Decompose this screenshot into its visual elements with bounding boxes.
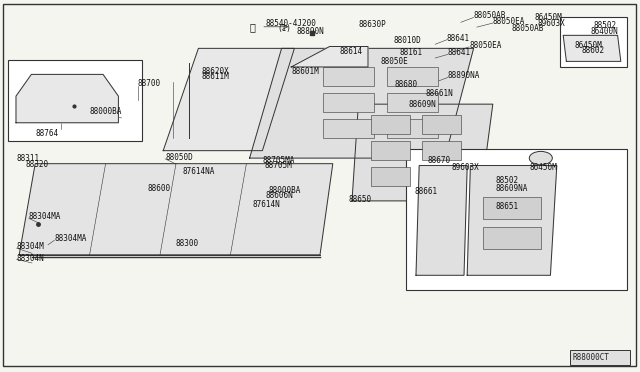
Text: 88601M: 88601M xyxy=(291,67,319,76)
Text: 89603X: 89603X xyxy=(538,19,565,28)
Text: R88000CT: R88000CT xyxy=(573,353,610,362)
Text: 88050E: 88050E xyxy=(381,57,408,66)
Text: 88661N: 88661N xyxy=(426,89,453,98)
Text: 86450M: 86450M xyxy=(575,41,602,50)
Text: 88641: 88641 xyxy=(447,34,470,43)
Bar xyxy=(406,149,627,290)
Text: 88630P: 88630P xyxy=(358,20,386,29)
Bar xyxy=(560,17,627,67)
Text: 88600: 88600 xyxy=(147,184,170,193)
Text: (1): (1) xyxy=(278,24,292,33)
Bar xyxy=(323,67,374,86)
Text: 87614N: 87614N xyxy=(253,201,280,209)
Text: 88304MA: 88304MA xyxy=(54,234,87,243)
Bar xyxy=(323,119,374,138)
Bar xyxy=(483,227,541,249)
Text: 88611M: 88611M xyxy=(202,72,229,81)
Text: 87614NA: 87614NA xyxy=(182,167,215,176)
Text: 86450M: 86450M xyxy=(534,13,562,22)
Text: 88000BA: 88000BA xyxy=(269,186,301,195)
Text: 88502: 88502 xyxy=(594,21,617,30)
Bar xyxy=(570,350,630,365)
Polygon shape xyxy=(467,166,557,275)
Bar xyxy=(387,93,438,112)
Text: 88300: 88300 xyxy=(176,239,199,248)
Text: 88050EA: 88050EA xyxy=(469,41,502,50)
Text: 88609N: 88609N xyxy=(408,100,436,109)
Text: 88050AB: 88050AB xyxy=(474,11,506,20)
Text: 88705M: 88705M xyxy=(264,161,292,170)
Text: Ⓢ: Ⓢ xyxy=(250,22,255,32)
Polygon shape xyxy=(563,35,621,61)
Text: 88705MA: 88705MA xyxy=(262,156,295,165)
Text: 88304M: 88304M xyxy=(17,242,44,251)
Polygon shape xyxy=(250,48,474,158)
Text: 88602: 88602 xyxy=(581,46,604,55)
Bar xyxy=(371,115,410,134)
Circle shape xyxy=(529,151,552,165)
Text: 88000BA: 88000BA xyxy=(90,107,122,116)
Text: 88050EA: 88050EA xyxy=(493,17,525,26)
Polygon shape xyxy=(16,74,118,123)
Bar xyxy=(8,60,142,141)
Text: 88502: 88502 xyxy=(496,176,519,185)
Text: 88670: 88670 xyxy=(428,156,451,165)
Text: 88320: 88320 xyxy=(26,160,49,169)
Text: 88161: 88161 xyxy=(400,48,423,57)
Text: 88050AB: 88050AB xyxy=(512,24,545,33)
Bar xyxy=(387,119,438,138)
Text: 88650: 88650 xyxy=(349,195,372,204)
Bar xyxy=(371,167,410,186)
Text: 86400N: 86400N xyxy=(591,27,618,36)
Text: 88540-4J200: 88540-4J200 xyxy=(266,19,316,28)
Bar xyxy=(323,93,374,112)
Text: 88010D: 88010D xyxy=(394,36,421,45)
Text: 88311: 88311 xyxy=(17,154,40,163)
Bar xyxy=(422,141,461,160)
Text: 88764: 88764 xyxy=(35,129,58,138)
Text: 86450M: 86450M xyxy=(530,163,557,172)
Bar xyxy=(422,115,461,134)
Text: 88890NA: 88890NA xyxy=(448,71,481,80)
Polygon shape xyxy=(291,46,368,67)
Text: 88620X: 88620X xyxy=(202,67,229,76)
Text: 88304MA: 88304MA xyxy=(29,212,61,221)
Text: 88606N: 88606N xyxy=(266,191,293,200)
Bar xyxy=(387,67,438,86)
Polygon shape xyxy=(163,48,294,151)
Text: 88680: 88680 xyxy=(395,80,418,89)
Text: 89603X: 89603X xyxy=(452,163,479,172)
Text: 88651: 88651 xyxy=(496,202,519,211)
Text: 88614: 88614 xyxy=(339,47,362,56)
Bar xyxy=(483,197,541,219)
Text: 88700: 88700 xyxy=(138,79,161,88)
Polygon shape xyxy=(352,104,493,201)
Text: 88641: 88641 xyxy=(448,48,471,57)
Text: 88609NA: 88609NA xyxy=(496,184,529,193)
Text: 88050D: 88050D xyxy=(165,153,193,162)
Polygon shape xyxy=(416,166,467,275)
Bar xyxy=(371,141,410,160)
Text: 88661: 88661 xyxy=(415,187,438,196)
Text: 88304N: 88304N xyxy=(17,254,44,263)
Polygon shape xyxy=(19,164,333,255)
Bar xyxy=(422,167,461,186)
Text: 88890N: 88890N xyxy=(297,27,324,36)
